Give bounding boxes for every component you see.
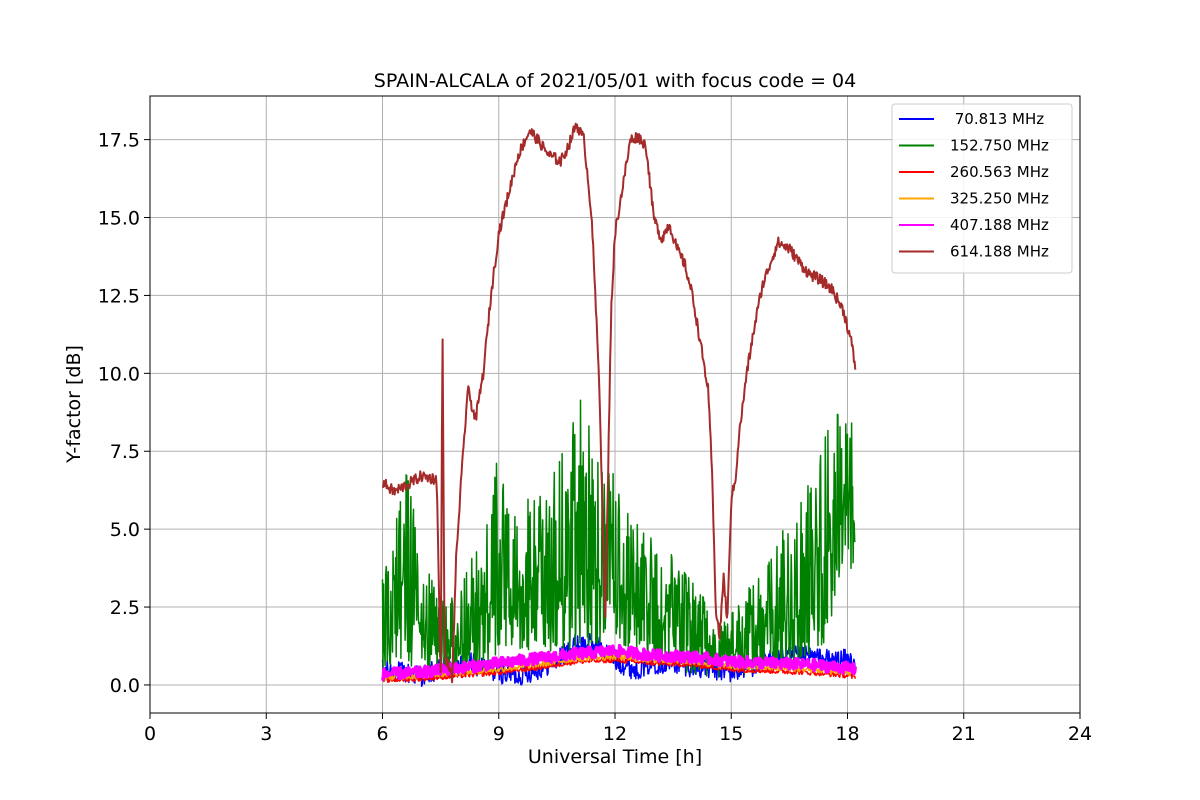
axis-ticks: 0 3 6 9 12 15 18 21 24 0.0 2.5 5.0 7.5 10.0 12.5 15.0 17… <box>98 130 1092 745</box>
y-axis-title: Y-factor [dB] <box>63 345 85 464</box>
chart-title: SPAIN-ALCALA of 2021/05/01 with focus co… <box>374 70 856 92</box>
y-tick-label: 12.5 <box>98 285 140 307</box>
x-tick-label: 24 <box>1068 723 1092 745</box>
x-tick-label: 18 <box>835 723 859 745</box>
x-tick-label: 21 <box>952 723 976 745</box>
legend-box <box>891 103 1073 274</box>
x-tick-label: 15 <box>719 723 743 745</box>
x-tick-label: 0 <box>144 723 156 745</box>
legend-label: 325.250 MHz <box>950 190 1049 208</box>
legend-label: 152.750 MHz <box>950 137 1049 155</box>
x-tick-label: 9 <box>493 723 505 745</box>
series-line <box>382 122 857 684</box>
x-axis-title: Universal Time [h] <box>528 746 702 768</box>
x-tick-label: 6 <box>376 723 388 745</box>
legend-label: 70.813 MHz <box>950 110 1044 128</box>
y-tick-label: 2.5 <box>110 597 140 619</box>
y-tick-label: 7.5 <box>110 441 140 463</box>
series-line <box>381 399 856 678</box>
y-tick-label: 5.0 <box>110 519 140 541</box>
x-tick-label: 3 <box>260 723 272 745</box>
y-tick-label: 15.0 <box>98 208 140 230</box>
series-line <box>380 643 858 682</box>
legend-label: 407.188 MHz <box>950 216 1049 234</box>
y-tick-label: 10.0 <box>98 363 140 385</box>
legend-label: 614.188 MHz <box>950 243 1049 261</box>
y-tick-label: 0.0 <box>110 675 140 697</box>
legend: 70.813 MHz 152.750 MHz 260.563 MHz 325.250 … <box>891 103 1073 274</box>
series-layer <box>380 122 858 688</box>
x-tick-label: 12 <box>603 723 627 745</box>
y-tick-label: 17.5 <box>98 130 140 152</box>
legend-label: 260.563 MHz <box>950 163 1049 181</box>
